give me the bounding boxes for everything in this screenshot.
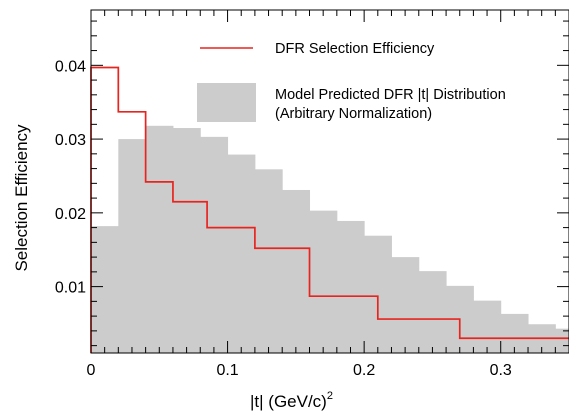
histogram-bar bbox=[555, 328, 569, 353]
x-tick-label: 0.2 bbox=[353, 362, 375, 379]
x-tick-label: 0 bbox=[87, 362, 96, 379]
histogram-bar bbox=[500, 313, 529, 353]
histogram-bars bbox=[91, 125, 569, 354]
histogram-bar bbox=[118, 139, 147, 353]
legend-histogram-label-line2: (Arbitrary Normalization) bbox=[275, 106, 432, 122]
x-tick-labels: 0 0.1 0.2 0.3 bbox=[87, 362, 512, 379]
x-axis-title-main: |t| (GeV/c) bbox=[250, 392, 327, 411]
x-tick-label: 0.1 bbox=[216, 362, 238, 379]
histogram-bar bbox=[254, 169, 283, 353]
x-axis-title: |t| (GeV/c)2 bbox=[250, 390, 333, 411]
histogram-bar bbox=[336, 220, 365, 353]
y-tick-label: 0.01 bbox=[55, 280, 86, 297]
y-tick-label: 0.02 bbox=[55, 206, 86, 223]
histogram-bar bbox=[391, 257, 420, 353]
histogram-bar bbox=[473, 300, 502, 353]
histogram-bar bbox=[172, 128, 201, 353]
y-tick-label: 0.03 bbox=[55, 132, 86, 149]
legend: DFR Selection Efficiency Model Predicted… bbox=[197, 41, 506, 122]
histogram-bar bbox=[91, 226, 119, 353]
histogram-bar bbox=[282, 189, 311, 353]
histogram-bar bbox=[200, 136, 229, 353]
histogram-bar bbox=[364, 235, 392, 353]
y-tick-label: 0.04 bbox=[55, 58, 86, 75]
legend-efficiency-label: DFR Selection Efficiency bbox=[275, 41, 435, 57]
legend-histogram-swatch bbox=[197, 83, 256, 122]
histogram-bar bbox=[309, 210, 338, 353]
histogram-bar bbox=[145, 125, 174, 354]
legend-histogram-label: Model Predicted DFR |t| Distribution bbox=[275, 87, 506, 103]
histogram-bar bbox=[418, 271, 447, 353]
efficiency-step-path bbox=[90, 66, 569, 353]
y-tick-labels: 0.01 0.02 0.03 0.04 bbox=[55, 58, 86, 296]
histogram-bar bbox=[227, 154, 256, 353]
plot-frame bbox=[90, 9, 569, 354]
axis-ticks bbox=[90, 10, 569, 353]
y-axis-title: Selection Efficiency bbox=[12, 124, 31, 272]
x-axis-title-superscript: 2 bbox=[327, 390, 333, 402]
x-tick-label: 0.3 bbox=[490, 362, 512, 379]
efficiency-step-line bbox=[90, 66, 569, 353]
